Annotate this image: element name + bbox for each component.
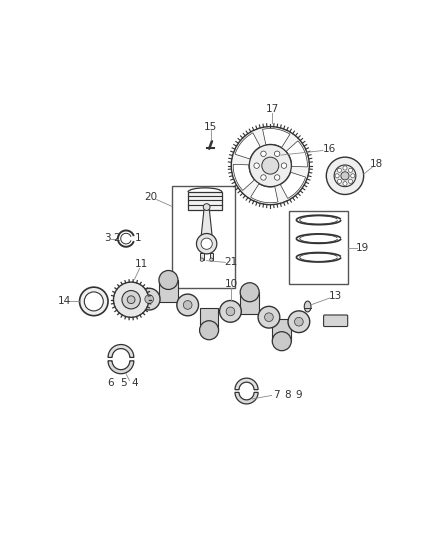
Text: 9: 9 [296, 390, 302, 400]
FancyBboxPatch shape [324, 315, 348, 327]
Polygon shape [280, 172, 306, 198]
Text: 13: 13 [329, 292, 342, 301]
Circle shape [200, 258, 204, 261]
Circle shape [249, 144, 291, 187]
Text: 20: 20 [144, 192, 157, 202]
Polygon shape [251, 184, 278, 203]
Polygon shape [200, 308, 219, 330]
Circle shape [201, 238, 212, 249]
Text: 8: 8 [285, 390, 291, 400]
Circle shape [80, 287, 108, 316]
Circle shape [226, 307, 235, 316]
Circle shape [341, 172, 349, 180]
Circle shape [294, 317, 303, 326]
Polygon shape [108, 361, 134, 374]
Circle shape [272, 332, 291, 351]
Polygon shape [108, 344, 134, 358]
Text: 16: 16 [322, 144, 336, 154]
Text: 15: 15 [204, 122, 217, 132]
Text: 18: 18 [370, 159, 383, 169]
Circle shape [254, 163, 259, 168]
Text: 1: 1 [134, 233, 141, 243]
Text: 3: 3 [104, 233, 111, 243]
Polygon shape [263, 128, 290, 148]
Polygon shape [233, 164, 254, 190]
Text: 4: 4 [131, 378, 138, 388]
Text: 7: 7 [273, 390, 280, 400]
Polygon shape [201, 210, 213, 242]
Circle shape [122, 290, 140, 309]
Text: 6: 6 [107, 378, 114, 388]
Circle shape [343, 182, 347, 185]
Circle shape [231, 127, 309, 205]
Polygon shape [235, 392, 258, 404]
Polygon shape [240, 292, 259, 314]
Circle shape [334, 165, 356, 187]
Bar [289, 212, 348, 285]
Circle shape [343, 166, 347, 170]
Circle shape [203, 204, 210, 211]
Circle shape [337, 179, 342, 183]
Text: 2: 2 [113, 233, 120, 243]
Polygon shape [286, 141, 307, 167]
Text: 10: 10 [225, 279, 238, 289]
Polygon shape [235, 378, 258, 390]
Circle shape [261, 175, 266, 180]
Circle shape [159, 270, 178, 289]
Circle shape [113, 282, 149, 317]
Circle shape [219, 301, 241, 322]
Circle shape [262, 157, 279, 174]
Bar [172, 186, 235, 288]
Circle shape [335, 174, 339, 178]
Circle shape [200, 321, 219, 340]
Circle shape [145, 295, 154, 303]
Circle shape [258, 306, 280, 328]
Polygon shape [272, 319, 291, 341]
Circle shape [127, 296, 135, 304]
Circle shape [210, 258, 213, 261]
Circle shape [261, 151, 266, 157]
Text: 17: 17 [265, 104, 279, 114]
Circle shape [275, 151, 280, 157]
Circle shape [138, 288, 160, 310]
Text: 19: 19 [355, 243, 369, 253]
Circle shape [84, 292, 103, 311]
Text: 11: 11 [134, 259, 148, 269]
Polygon shape [159, 280, 178, 302]
Circle shape [265, 313, 273, 321]
Circle shape [326, 157, 364, 195]
Bar [188, 192, 222, 210]
Circle shape [337, 168, 342, 172]
Bar [210, 253, 213, 260]
Circle shape [349, 179, 353, 183]
Circle shape [281, 163, 287, 168]
Polygon shape [235, 133, 260, 159]
Circle shape [288, 311, 310, 333]
Circle shape [177, 294, 198, 316]
Circle shape [240, 282, 259, 302]
Bar [200, 253, 204, 260]
Circle shape [184, 301, 192, 309]
Text: 21: 21 [224, 257, 238, 268]
Text: 5: 5 [120, 378, 127, 388]
Circle shape [349, 168, 353, 172]
Text: 14: 14 [58, 296, 71, 306]
Polygon shape [304, 301, 311, 312]
Circle shape [197, 233, 217, 254]
Circle shape [351, 174, 355, 178]
Circle shape [275, 175, 280, 180]
